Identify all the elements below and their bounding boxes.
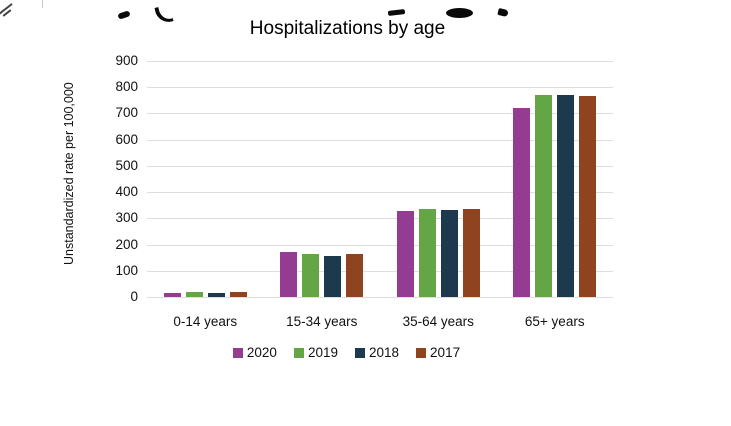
cropped-text-fragment	[117, 10, 131, 20]
y-tick-label: 800	[115, 79, 138, 95]
bar-2019-0-14-years	[185, 292, 203, 297]
bar-2017-65+-years	[579, 95, 597, 297]
chart-legend: 2020 2019 2018 2017	[0, 345, 693, 360]
y-tick-label: 600	[115, 131, 138, 147]
bar-2018-15-34-years	[324, 255, 342, 297]
gridline	[147, 270, 613, 272]
y-tick-label: 900	[115, 53, 138, 68]
legend-label: 2019	[307, 345, 338, 360]
gridline	[147, 244, 613, 246]
bar-2017-35-64-years	[462, 208, 480, 297]
legend-swatch-icon	[232, 347, 243, 358]
category-label: 15-34 years	[286, 314, 358, 329]
y-tick-label: 0	[130, 289, 138, 304]
legend-item-2017: 2017	[416, 345, 460, 360]
bar-2017-0-14-years	[229, 292, 247, 297]
legend-label: 2018	[369, 345, 400, 360]
bar-2020-35-64-years	[396, 210, 414, 297]
y-tick-label: 300	[115, 210, 138, 226]
bar-2019-15-34-years	[302, 254, 320, 297]
cropped-edge-tick	[42, 0, 43, 8]
bar-2019-65+-years	[535, 95, 553, 297]
bar-2018-35-64-years	[440, 209, 458, 297]
legend-label: 2017	[430, 345, 461, 360]
cropped-text-fragment	[387, 8, 406, 17]
plot-area	[147, 61, 613, 298]
cropped-text-fragment	[497, 7, 509, 18]
gridline	[147, 113, 613, 115]
category-label: 35-64 years	[402, 314, 474, 329]
y-axis-title: Unstandardized rate per 100,000	[62, 82, 76, 266]
category-label: 0-14 years	[173, 314, 238, 329]
cropped-text-fragment	[446, 8, 473, 18]
category-label: 65+ years	[524, 314, 585, 329]
bar-2020-15-34-years	[280, 252, 298, 297]
gridline	[147, 297, 613, 298]
y-tick-label: 200	[115, 236, 138, 252]
bar-2020-65+-years	[513, 107, 531, 297]
legend-label: 2020	[246, 345, 277, 360]
legend-swatch-icon	[355, 347, 365, 358]
y-tick-label: 700	[115, 105, 138, 121]
bar-2020-0-14-years	[163, 292, 181, 297]
chart-title: Hospitalizations by age	[249, 18, 446, 39]
y-tick-label: 100	[115, 262, 138, 278]
legend-swatch-icon	[416, 347, 427, 358]
bar-2017-15-34-years	[346, 254, 364, 297]
y-tick-label: 400	[115, 184, 138, 200]
legend-swatch-icon	[293, 347, 304, 358]
bar-2018-65+-years	[557, 95, 575, 297]
gridline	[147, 192, 613, 194]
bar-2019-35-64-years	[418, 208, 436, 297]
legend-item-2019: 2019	[293, 345, 338, 360]
gridline	[147, 61, 613, 62]
gridline	[147, 87, 613, 89]
gridline	[147, 218, 613, 220]
legend-item-2020: 2020	[232, 345, 277, 360]
gridline	[147, 139, 613, 141]
y-tick-label: 500	[115, 157, 138, 173]
bar-2018-0-14-years	[207, 292, 225, 297]
gridline	[147, 165, 613, 167]
legend-item-2018: 2018	[355, 345, 399, 360]
